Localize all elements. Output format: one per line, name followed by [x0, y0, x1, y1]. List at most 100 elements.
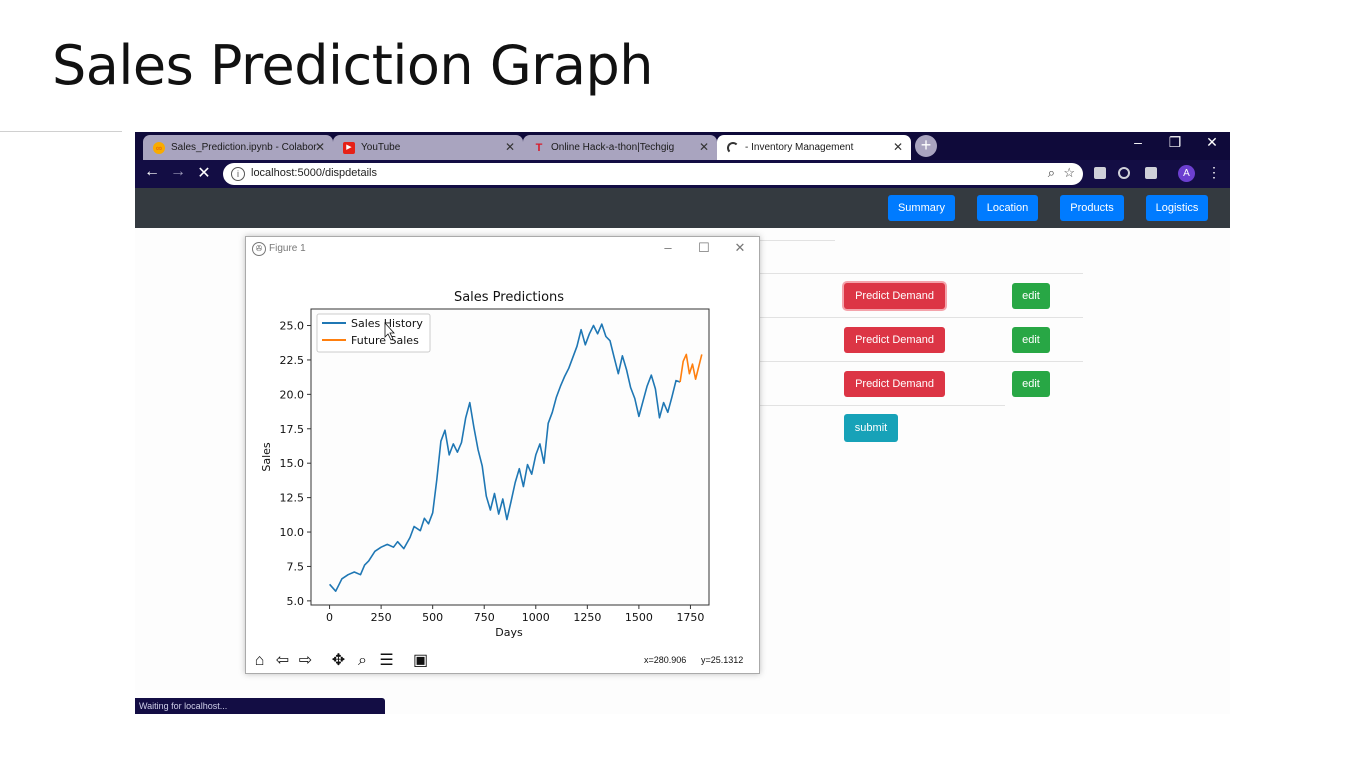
youtube-icon: ▶ — [343, 141, 355, 154]
bookmark-star-icon[interactable]: ☆ — [1063, 165, 1075, 180]
cursor-x-readout: x=280.906 — [644, 655, 687, 665]
maximize-icon[interactable]: ☐ — [698, 240, 710, 255]
extension-icon[interactable] — [1094, 167, 1106, 179]
close-icon[interactable]: ✕ — [734, 240, 746, 255]
tab-label: - Inventory Management — [745, 142, 854, 153]
edit-button[interactable]: edit — [1012, 283, 1050, 309]
home-icon[interactable]: ⌂ — [254, 652, 265, 669]
x-tick-label: 0 — [326, 611, 333, 624]
figure-window-title: Figure 1 — [269, 243, 306, 254]
legend-label-future: Future Sales — [351, 334, 419, 347]
y-tick-label: 10.0 — [280, 526, 305, 539]
close-window-icon[interactable]: ✕ — [1206, 134, 1218, 150]
stop-loading-icon[interactable]: ✕ — [197, 165, 211, 182]
cursor-y-readout: y=25.1312 — [701, 655, 744, 665]
row-divider — [755, 317, 1083, 318]
back-icon[interactable]: ← — [144, 163, 160, 180]
extension-icon[interactable] — [1118, 167, 1130, 179]
sales-predictions-chart: Sales Predictions 5.0 7.5 10.0 12.5 15.0 17.5… — [260, 290, 710, 639]
slide-title: Sales Prediction Graph — [52, 34, 653, 97]
menu-dots-icon[interactable]: ⋮ — [1207, 164, 1221, 180]
y-tick-label: 15.0 — [280, 457, 305, 470]
minimize-icon[interactable]: – — [1134, 134, 1142, 150]
avatar[interactable]: A — [1178, 165, 1195, 182]
tab-label: Online Hack-a-thon|Techgig — [551, 142, 675, 153]
edit-button[interactable]: edit — [1012, 327, 1050, 353]
nav-products-button[interactable]: Products — [1060, 195, 1124, 221]
address-url[interactable]: localhost:5000/dispdetails — [251, 167, 377, 179]
restore-icon[interactable]: ❐ — [1168, 134, 1182, 150]
legend: Sales History Future Sales — [316, 313, 431, 353]
y-tick-label: 22.5 — [280, 354, 305, 367]
edit-button[interactable]: edit — [1012, 371, 1050, 397]
save-icon[interactable]: ▣ — [412, 652, 429, 669]
predict-demand-button[interactable]: Predict Demand — [844, 283, 945, 309]
configure-subplots-icon[interactable]: ☰ — [379, 652, 394, 669]
tab-close-icon[interactable]: ✕ — [504, 140, 515, 154]
chart-title: Sales Predictions — [454, 290, 564, 305]
extension-icon[interactable] — [1145, 167, 1157, 179]
info-icon[interactable]: i — [231, 167, 245, 181]
minimize-icon[interactable]: – — [664, 240, 672, 255]
matplotlib-icon: ✇ — [252, 242, 266, 256]
tab-bar: ∞ Sales_Prediction.ipynb - Colabor ✕ ▶ Y… — [135, 132, 1230, 160]
slide-divider — [0, 131, 122, 132]
pan-icon[interactable]: ✥ — [331, 652, 346, 669]
nav-summary-button[interactable]: Summary — [888, 195, 955, 221]
y-tick-label: 12.5 — [280, 492, 305, 505]
x-tick-label: 250 — [371, 611, 392, 624]
future-sales-line — [679, 353, 703, 383]
nav-logistics-button[interactable]: Logistics — [1146, 195, 1208, 221]
y-tick-label: 5.0 — [287, 595, 305, 608]
status-bar: Waiting for localhost... — [135, 698, 385, 714]
x-tick-label: 1750 — [676, 611, 704, 624]
y-tick-label: 7.5 — [287, 560, 305, 573]
figure-titlebar: ✇ Figure 1 – ☐ ✕ — [246, 237, 759, 261]
nav-location-button[interactable]: Location — [977, 195, 1038, 221]
app-navbar: Summary Location Products Logistics — [135, 188, 1230, 228]
forward-icon[interactable]: → — [170, 163, 186, 180]
x-axis-label: Days — [495, 626, 523, 639]
techgig-icon: T — [535, 141, 543, 154]
zoom-icon[interactable]: ⌕ — [358, 652, 367, 669]
predict-demand-button[interactable]: Predict Demand — [844, 327, 945, 353]
y-tick-label: 20.0 — [280, 388, 305, 401]
legend-label-history: Sales History — [351, 317, 423, 330]
submit-button[interactable]: submit — [844, 414, 898, 442]
predict-demand-button[interactable]: Predict Demand — [844, 371, 945, 397]
tab-inventory[interactable]: - Inventory Management ✕ — [717, 135, 911, 160]
x-tick-label: 750 — [474, 611, 495, 624]
browser-toolbar: ← → ✕ i localhost:5000/dispdetails ⌕ ☆ A… — [135, 160, 1230, 188]
tab-close-icon[interactable]: ✕ — [698, 140, 709, 154]
tab-youtube[interactable]: ▶ YouTube ✕ — [333, 135, 523, 160]
tab-techgig[interactable]: T Online Hack-a-thon|Techgig ✕ — [523, 135, 717, 160]
tab-label: YouTube — [361, 142, 401, 153]
tab-label: Sales_Prediction.ipynb - Colabor — [171, 142, 317, 153]
row-divider — [755, 273, 1083, 274]
y-axis-label: Sales — [260, 442, 273, 472]
forward-icon[interactable]: ⇨ — [298, 652, 313, 669]
row-divider — [755, 240, 835, 241]
y-tick-label: 17.5 — [280, 423, 305, 436]
address-bar[interactable]: i localhost:5000/dispdetails ⌕ ☆ — [223, 163, 1083, 185]
loading-spinner-icon — [727, 141, 739, 154]
y-tick-label: 25.0 — [280, 320, 305, 333]
row-divider — [755, 405, 1005, 406]
x-tick-label: 1500 — [625, 611, 653, 624]
tab-close-icon[interactable]: ✕ — [314, 140, 325, 154]
figure-toolbar: ⌂ ⇦ ⇨ ✥ ⌕ ☰ ▣ x=280.906 y=25.1312 — [246, 647, 759, 673]
new-tab-button[interactable]: + — [915, 135, 937, 157]
x-tick-label: 500 — [422, 611, 443, 624]
row-divider — [755, 361, 1083, 362]
x-tick-label: 1000 — [522, 611, 550, 624]
sales-history-line — [329, 323, 681, 593]
mouse-cursor-icon — [384, 321, 395, 341]
colab-icon: ∞ — [153, 141, 165, 154]
figure-window: ✇ Figure 1 – ☐ ✕ Sales Predictions 5.0 7.… — [245, 236, 760, 674]
tab-colab[interactable]: ∞ Sales_Prediction.ipynb - Colabor ✕ — [143, 135, 333, 160]
back-icon[interactable]: ⇦ — [275, 652, 290, 669]
zoom-icon[interactable]: ⌕ — [1047, 165, 1055, 180]
plot-area — [310, 308, 710, 606]
x-tick-label: 1250 — [573, 611, 601, 624]
tab-close-icon[interactable]: ✕ — [892, 140, 903, 154]
